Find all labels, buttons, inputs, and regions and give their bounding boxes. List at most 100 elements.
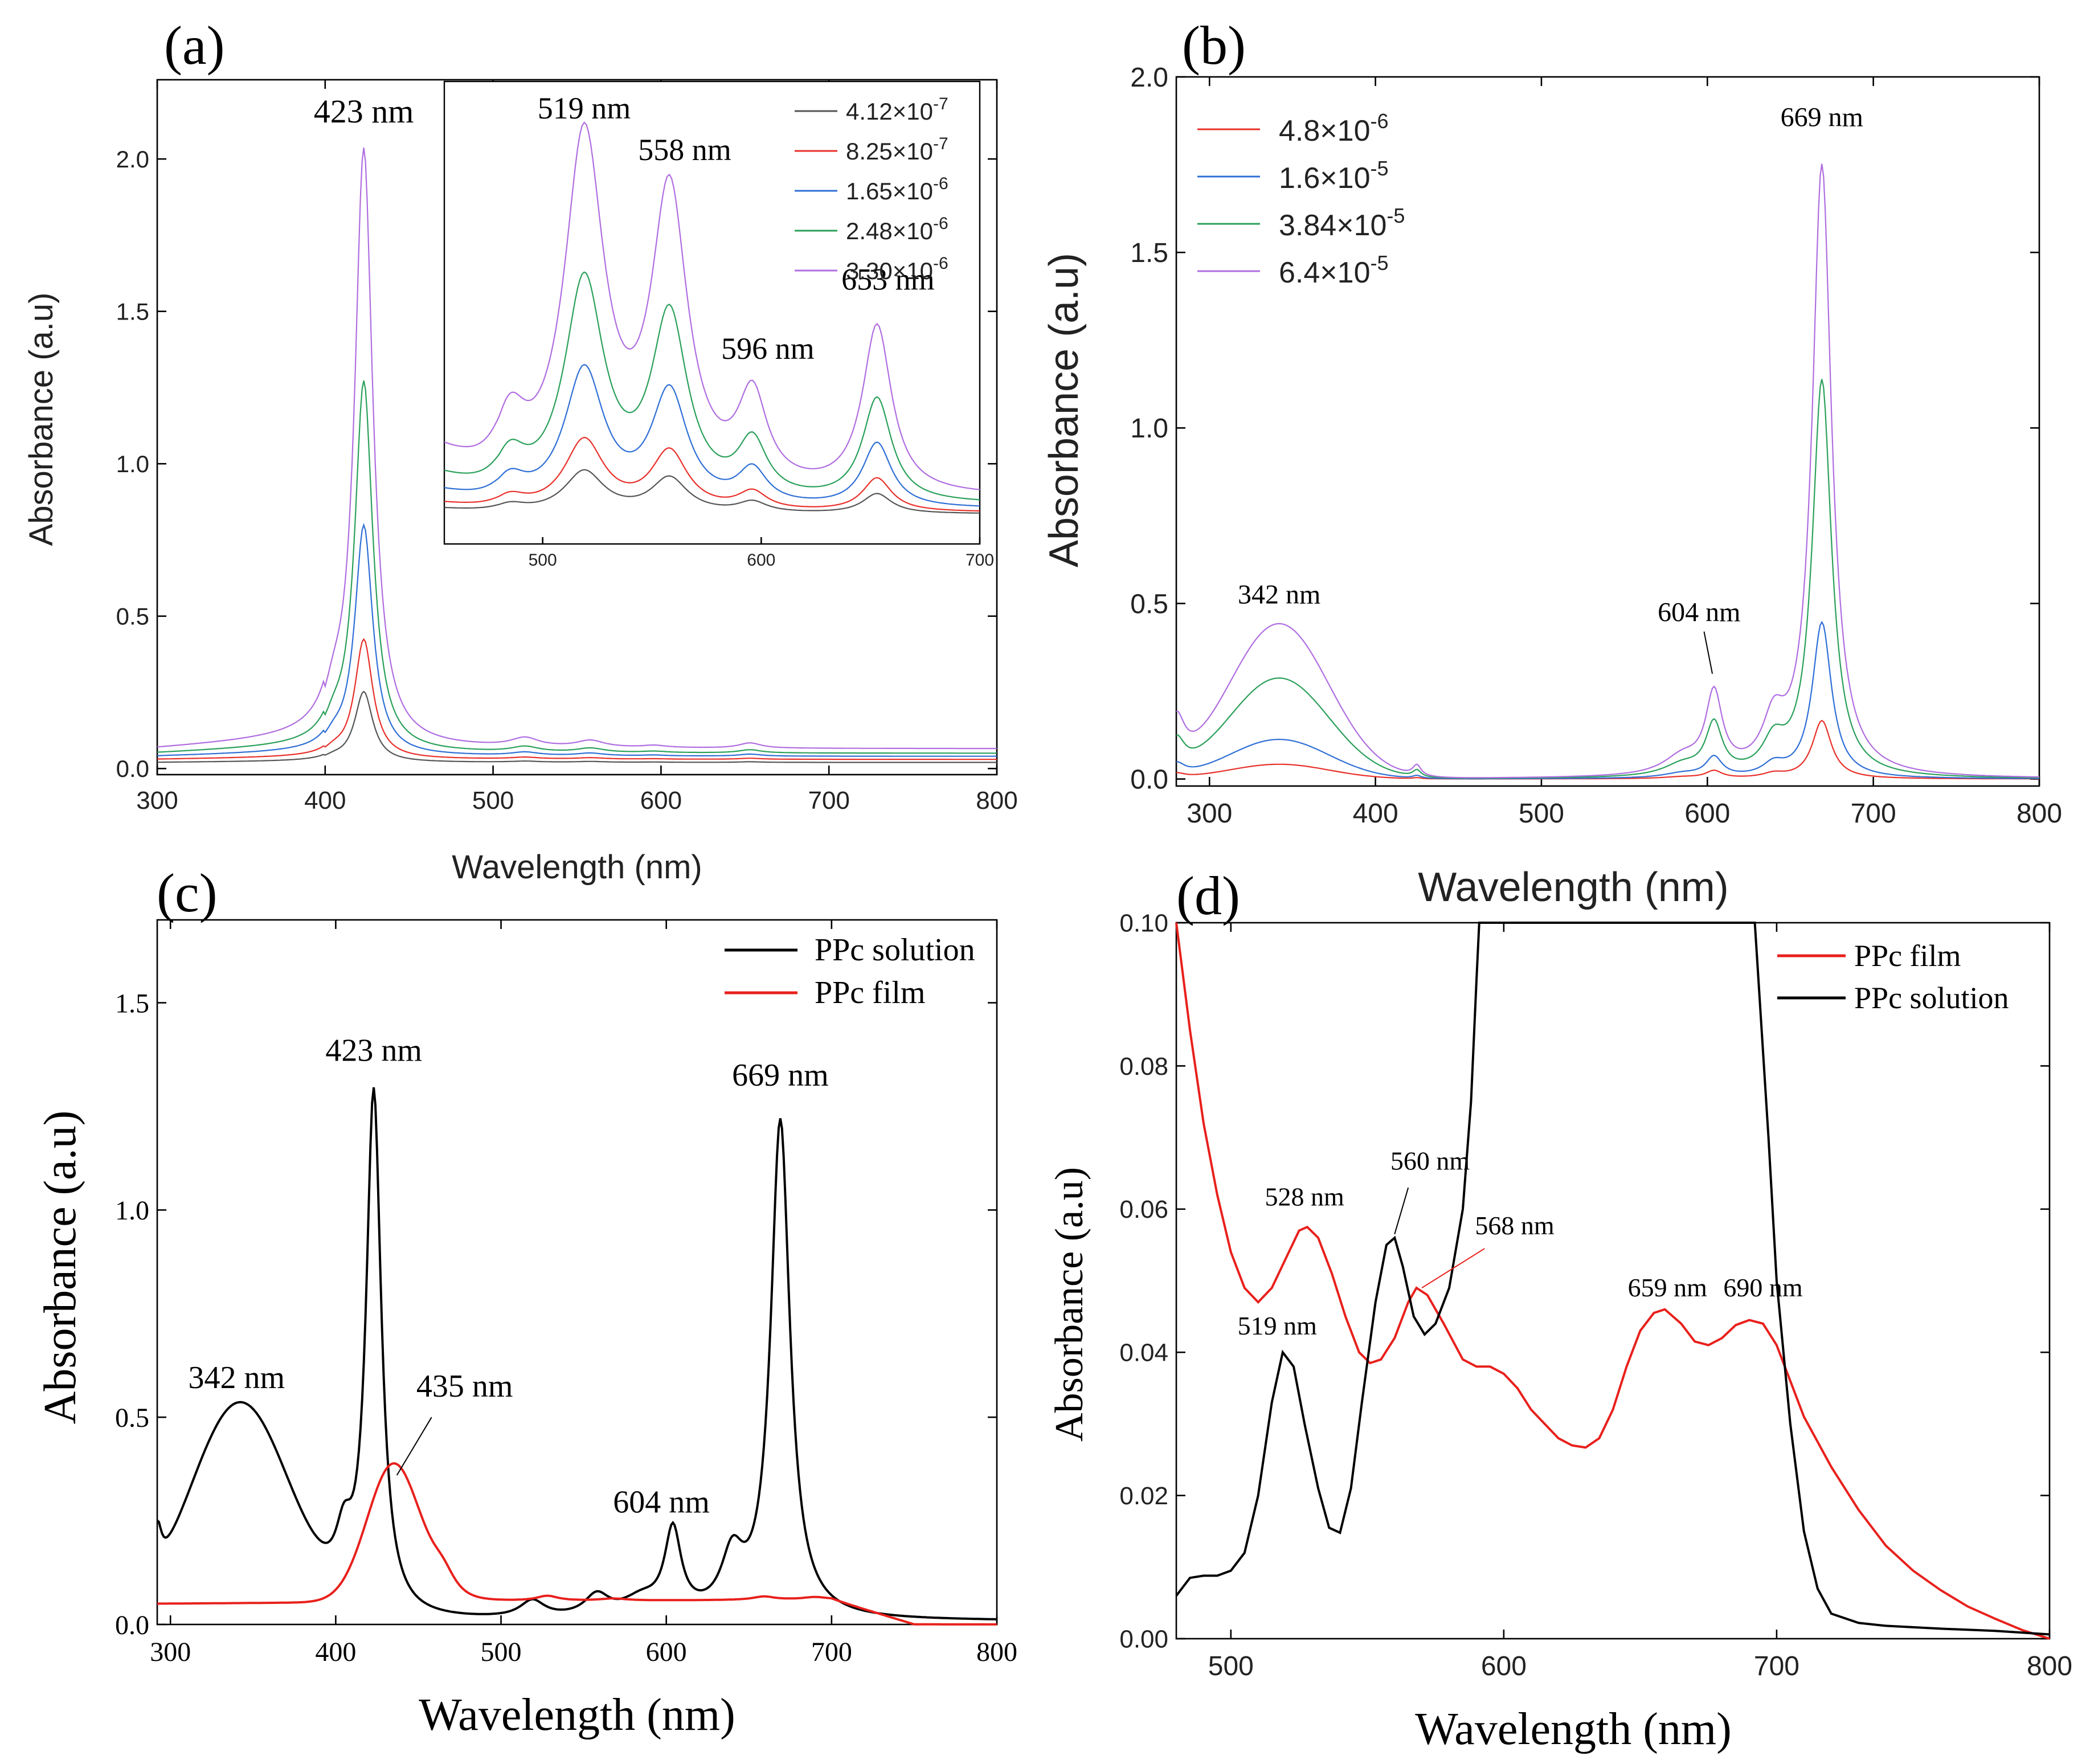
series-line-2 [157,1462,997,1626]
y-tick-label: 0.0 [116,755,149,782]
panel-a-ylabel: Absorbance (a.u) [23,293,60,546]
legend-exponent: -5 [1371,157,1389,180]
panel-b-plot: 300 400 500 600 700 800 0.0 0.5 1.0 1.5 2.0 669 nm 3… [1130,63,2062,829]
x-tick-label: 800 [976,787,1017,815]
y-tick-label: 0.0 [1130,764,1168,795]
annotation-leader [396,1417,432,1476]
inset-peak-annotation: 558 nm [638,133,731,167]
panel-c: (c) 300 400 500 600 700 800 0.0 0.5 1.0 1.5 342 nm… [35,862,1017,1740]
panel-c-ylabel: Absorbance (a.u) [35,1111,85,1425]
y-tick-label: 0.08 [1119,1053,1168,1080]
peak-annotation: 423 nm [314,93,414,130]
legend-entry: PPc solution [815,932,975,968]
peak-annotation: 604 nm [1658,597,1740,627]
y-tick-label: 1.5 [1130,238,1168,268]
panel-c-label: (c) [157,862,218,923]
x-tick-label: 400 [315,1637,356,1667]
x-tick-label: 600 [1684,799,1730,829]
panel-a: (a) 300 400 500 600 700 800 0.0 0.5 1.0 1.5 2.0 423… [23,15,1018,886]
inset-x-tick-label: 500 [529,551,557,570]
series-line-5 [157,148,997,750]
legend-entry: 4.8×10-6 [1279,109,1389,148]
series-line-4 [1176,163,2040,779]
inset-peak-annotation: 519 nm [538,91,631,125]
series-line-1 [156,1087,997,1620]
peak-annotation: 342 nm [1238,580,1320,610]
peak-annotation: 519 nm [1238,1311,1318,1340]
panel-b: (b) 300 400 500 600 700 800 0.0 0.5 1.0 1.5 2.0 669… [1041,15,2062,910]
plot-frame [1175,76,2040,787]
y-tick-label: 0.10 [1119,909,1168,937]
x-tick-label: 800 [976,1637,1017,1667]
plot-frame [1175,922,2051,1640]
y-tick-label: 0.00 [1119,1625,1168,1653]
x-tick-label: 300 [1187,799,1232,829]
y-tick-label: 0.06 [1119,1196,1168,1223]
peak-annotation: 669 nm [1781,102,1863,132]
series-line-1 [1176,719,2039,780]
legend-exponent: -6 [933,214,948,233]
peak-annotation: 423 nm [325,1033,422,1068]
legend-entry: 8.25×10-7 [846,134,948,165]
x-tick-label: 500 [1208,1651,1254,1681]
legend-entry: 1.65×10-6 [846,174,948,204]
legend-entry: PPc film [1854,939,1961,973]
x-tick-label: 700 [1754,1651,1799,1681]
legend-exponent: -5 [1371,251,1389,275]
x-tick-label: 400 [1353,799,1398,829]
series-line-2 [1175,922,2050,1636]
y-tick-label: 0.02 [1119,1482,1168,1510]
inset-series-line-1 [444,469,980,514]
peak-annotation: 659 nm [1628,1273,1708,1302]
inset-series-line-4 [444,271,980,501]
legend-entry: 3.84×10-5 [1279,204,1405,242]
peak-annotation: 435 nm [416,1369,513,1404]
series-line-2 [157,638,997,760]
annotation-leader [1421,1248,1485,1288]
legend-entry: PPc film [815,975,925,1010]
legend-entry: 3.30×10-6 [846,254,948,284]
legend-entry: 6.4×10-5 [1279,251,1389,289]
x-tick-label: 600 [640,787,682,815]
peak-annotation: 560 nm [1390,1147,1470,1176]
panel-a-legend: 4.12×10-7 8.25×10-7 1.65×10-6 2.48×10-6 3.30… [795,95,948,284]
y-tick-label: 0.04 [1119,1339,1168,1367]
panel-c-xlabel: Wavelength (nm) [419,1690,735,1740]
x-tick-label: 300 [136,787,178,815]
panel-c-legend: PPc solution PPc film [725,932,975,1010]
y-tick-label: 0.5 [1130,589,1168,619]
y-tick-label: 0.0 [115,1610,149,1640]
panel-d-ylabel: Absorbance (a.u) [1048,1167,1091,1442]
y-tick-label: 1.0 [116,451,149,477]
peak-annotation: 568 nm [1475,1211,1555,1240]
series-line-2 [1176,620,2039,780]
panel-b-legend: 4.8×10-6 1.6×10-5 3.84×10-5 6.4×10-5 [1197,109,1405,289]
x-tick-label: 700 [1851,799,1896,829]
legend-entry: PPc solution [1854,981,2009,1015]
y-tick-label: 1.5 [115,988,149,1018]
plot-frame [156,79,998,776]
legend-exponent: -6 [933,254,948,273]
inset-x-tick-label: 700 [966,551,994,570]
inset-series-line-2 [444,436,980,512]
panel-a-xlabel: Wavelength (nm) [452,849,702,886]
peak-annotation: 690 nm [1723,1273,1803,1302]
plot-frame [156,919,998,1626]
series-line-3 [157,522,997,757]
x-tick-label: 500 [481,1637,522,1667]
inset-series-line-5 [444,121,980,490]
legend-entry: 1.6×10-5 [1279,157,1389,195]
legend-exponent: -6 [1371,109,1389,133]
legend-exponent: -6 [933,174,948,193]
y-tick-label: 2.0 [1130,63,1168,93]
x-tick-label: 400 [304,787,346,815]
legend-entry: 2.48×10-6 [846,214,948,244]
y-tick-label: 0.5 [115,1403,149,1433]
peak-annotation: 342 nm [188,1360,285,1395]
annotation-leader [1394,1187,1409,1235]
series-line-4 [157,380,997,754]
x-tick-label: 600 [1481,1651,1527,1681]
legend-exponent: -5 [1386,204,1405,227]
y-tick-label: 1.0 [115,1196,149,1226]
